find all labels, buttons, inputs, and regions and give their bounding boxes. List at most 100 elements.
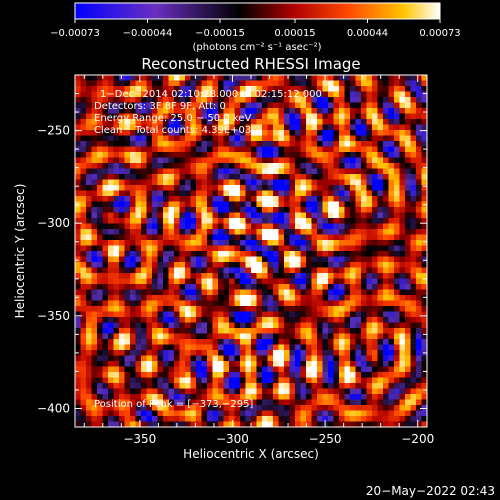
heatmap-cell <box>306 410 312 417</box>
heatmap-cell <box>190 328 197 334</box>
heatmap-cell <box>262 256 268 263</box>
heatmap-cell <box>207 163 213 169</box>
heatmap-cell <box>344 267 351 274</box>
heatmap-cell <box>350 152 356 158</box>
heatmap-cell <box>295 152 301 158</box>
heatmap-cell <box>317 108 323 114</box>
heatmap-cell <box>130 234 136 241</box>
heatmap-cell <box>207 234 213 241</box>
heatmap-cell <box>289 377 296 384</box>
heatmap-cell <box>130 311 136 318</box>
heatmap-cell <box>416 113 422 120</box>
heatmap-cell <box>306 240 312 246</box>
heatmap-cell <box>251 361 257 367</box>
heatmap-cell <box>113 289 120 296</box>
heatmap-cell <box>372 196 378 202</box>
heatmap-cell <box>102 229 109 235</box>
heatmap-cell <box>289 421 296 427</box>
heatmap-cell <box>157 130 164 136</box>
heatmap-cell <box>80 306 87 312</box>
heatmap-cell <box>377 185 384 191</box>
heatmap-cell <box>262 377 268 384</box>
heatmap-cell <box>394 124 400 131</box>
heatmap-cell <box>240 333 246 340</box>
heatmap-cell <box>185 344 191 351</box>
heatmap-cell <box>317 372 323 378</box>
heatmap-cell <box>339 102 345 109</box>
heatmap-cell <box>234 163 241 169</box>
heatmap-cell <box>416 322 422 329</box>
heatmap-cell <box>157 388 164 395</box>
heatmap-cell <box>251 317 257 323</box>
heatmap-cell <box>317 75 323 81</box>
heatmap-cell <box>212 416 219 422</box>
heatmap-cell <box>267 135 274 142</box>
heatmap-cell <box>289 157 296 164</box>
heatmap-cell <box>75 80 81 87</box>
heatmap-cell <box>300 240 307 246</box>
heatmap-cell <box>168 333 175 340</box>
heatmap-cell <box>289 289 296 296</box>
heatmap-cell <box>328 350 334 356</box>
heatmap-cell <box>108 113 114 120</box>
heatmap-cell <box>102 372 109 378</box>
heatmap-cell <box>405 289 411 296</box>
heatmap-cell <box>174 135 180 142</box>
heatmap-cell <box>97 218 103 224</box>
heatmap-cell <box>372 394 378 400</box>
heatmap-cell <box>350 163 356 169</box>
heatmap-cell <box>91 295 98 301</box>
heatmap-cell <box>80 372 87 378</box>
heatmap-cell <box>322 262 329 268</box>
heatmap-cell <box>174 416 180 422</box>
heatmap-cell <box>366 273 373 279</box>
heatmap-cell <box>234 80 241 87</box>
heatmap-cell <box>262 405 268 411</box>
heatmap-cell <box>361 333 367 340</box>
heatmap-cell <box>190 399 197 406</box>
heatmap-cell <box>201 350 208 356</box>
heatmap-cell <box>322 366 329 373</box>
heatmap-cell <box>168 190 175 197</box>
heatmap-cell <box>234 278 241 285</box>
heatmap-cell <box>273 146 279 153</box>
heatmap-cell <box>410 146 417 153</box>
heatmap-cell <box>311 168 318 175</box>
heatmap-cell <box>394 146 400 153</box>
heatmap-cell <box>108 350 114 356</box>
heatmap-cell <box>344 135 351 142</box>
heatmap-cell <box>130 174 136 180</box>
heatmap-cell <box>405 295 411 301</box>
heatmap-cell <box>344 108 351 114</box>
heatmap-cell <box>201 229 208 235</box>
heatmap-cell <box>141 322 147 329</box>
heatmap-cell <box>218 262 224 268</box>
heatmap-cell <box>201 251 208 257</box>
heatmap-cell <box>311 306 318 312</box>
heatmap-cell <box>399 273 406 279</box>
heatmap-cell <box>196 416 202 422</box>
heatmap-cell <box>388 278 395 285</box>
heatmap-cell <box>289 168 296 175</box>
heatmap-cell <box>119 124 125 131</box>
heatmap-cell <box>366 421 373 427</box>
heatmap-cell <box>394 207 400 213</box>
heatmap-cell <box>333 163 340 169</box>
heatmap-cell <box>108 75 114 81</box>
heatmap-cell <box>174 80 180 87</box>
heatmap-cell <box>91 97 98 103</box>
heatmap-cell <box>251 405 257 411</box>
heatmap-cell <box>388 333 395 340</box>
heatmap-cell <box>141 201 147 208</box>
heatmap-cell <box>344 130 351 136</box>
heatmap-cell <box>146 361 153 367</box>
heatmap-cell <box>146 218 153 224</box>
heatmap-cell <box>212 256 219 263</box>
heatmap-cell <box>86 399 92 406</box>
heatmap-cell <box>196 223 202 230</box>
heatmap-cell <box>366 300 373 307</box>
heatmap-cell <box>262 295 268 301</box>
heatmap-cell <box>383 207 389 213</box>
heatmap-cell <box>344 399 351 406</box>
heatmap-cell <box>361 130 367 136</box>
